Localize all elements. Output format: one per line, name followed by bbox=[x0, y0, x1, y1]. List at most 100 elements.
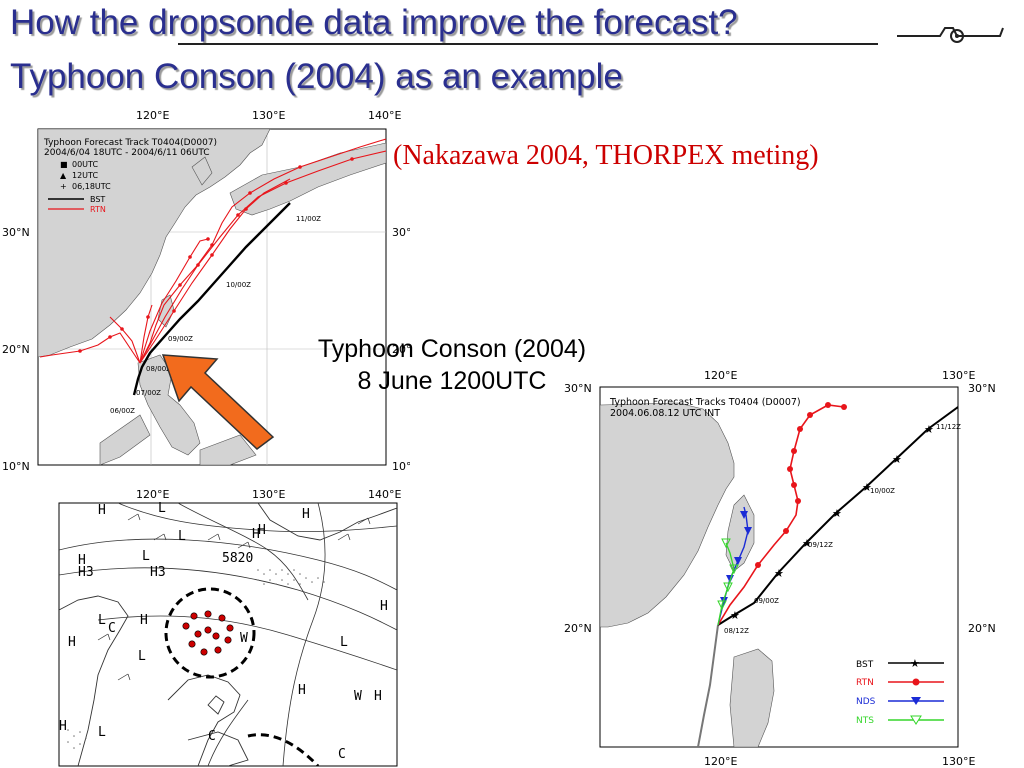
pressure-label: C bbox=[108, 621, 116, 636]
citation-text: (Nakazawa 2004, THORPEX meting) bbox=[393, 140, 819, 171]
y-tick-right: 30°N bbox=[968, 382, 996, 395]
x-tick-bottom: 120°E bbox=[136, 488, 169, 500]
svg-text:★: ★ bbox=[832, 507, 842, 520]
dropsonde-weather-map: H L H L H L H H C H L L H L C W H C L H … bbox=[58, 501, 398, 767]
isobars bbox=[59, 503, 397, 766]
pressure-label: C bbox=[208, 729, 216, 744]
track-label: 11/00Z bbox=[296, 215, 321, 223]
track-label: 10/00Z bbox=[870, 487, 895, 495]
track-label: 08/12Z bbox=[724, 627, 749, 635]
track-label: 11/12Z bbox=[936, 423, 961, 431]
track-label: 10/00Z bbox=[226, 281, 251, 289]
pressure-label: H bbox=[68, 635, 76, 650]
pressure-label: H bbox=[380, 599, 388, 614]
y-tick-left: 30°N bbox=[564, 382, 592, 395]
dropsonde-points bbox=[182, 610, 234, 656]
x-tick-top: 130°E bbox=[252, 109, 285, 122]
pressure-label: H bbox=[252, 527, 260, 542]
caption-line2: 8 June 1200UTC bbox=[357, 367, 547, 395]
pressure-label: H bbox=[302, 507, 310, 522]
land-masses bbox=[600, 402, 775, 747]
map-title-line2: 2004.06.08.12 UTC INT bbox=[610, 408, 720, 419]
svg-text:▲: ▲ bbox=[60, 171, 67, 180]
pressure-label: W bbox=[240, 631, 248, 646]
pressure-label: H3 bbox=[78, 565, 94, 580]
legend-label: RTN bbox=[90, 205, 106, 214]
legend-label: BST bbox=[90, 195, 105, 204]
y-tick-right: 10°N bbox=[392, 460, 410, 473]
x-tick-bottom: 130°E bbox=[252, 488, 285, 500]
pressure-label: L bbox=[158, 501, 166, 516]
legend-label: NTS bbox=[856, 716, 874, 726]
pressure-label: L bbox=[138, 649, 146, 664]
track-label: 09/00Z bbox=[168, 335, 193, 343]
pressure-label: C bbox=[338, 747, 346, 762]
track-label: 09/00Z bbox=[754, 597, 779, 605]
forecast-track-map-rtn: 11/00Z 10/00Z 09/00Z 08/00Z 07/00Z 06/00… bbox=[2, 109, 410, 500]
pressure-label: L bbox=[340, 635, 348, 650]
typhoon-caption: Typhoon Conson (2004) 8 June 1200UTC bbox=[262, 333, 642, 397]
svg-text:★: ★ bbox=[730, 609, 740, 622]
svg-text:★: ★ bbox=[892, 453, 902, 466]
pressure-label: L bbox=[98, 725, 106, 740]
y-tick-left: 30°N bbox=[2, 226, 30, 239]
svg-text:+: + bbox=[60, 182, 67, 191]
y-tick-right: 20°N bbox=[968, 622, 996, 635]
pressure-label: L bbox=[178, 529, 186, 544]
svg-text:■: ■ bbox=[60, 160, 68, 169]
x-tick-top: 130°E bbox=[942, 369, 975, 382]
slide-title-line1: How the dropsonde data improve the forec… bbox=[10, 3, 738, 42]
legend-label: NDS bbox=[856, 697, 876, 707]
svg-text:★: ★ bbox=[910, 657, 920, 670]
pressure-label: L bbox=[142, 549, 150, 564]
legend-label: RTN bbox=[856, 678, 874, 688]
y-tick-right: 20°N bbox=[392, 343, 410, 356]
legend-label: 00UTC bbox=[72, 160, 98, 169]
wind-barbs bbox=[97, 513, 371, 681]
pressure-label: L bbox=[98, 613, 106, 628]
map-title-line2: 2004/6/04 18UTC - 2004/6/11 06UTC bbox=[44, 148, 210, 158]
svg-text:★: ★ bbox=[774, 567, 784, 580]
pressure-label: H bbox=[298, 683, 306, 698]
institution-logo-icon bbox=[897, 27, 1004, 43]
x-tick-bottom: 120°E bbox=[704, 755, 737, 768]
map-title-line1: Typhoon Forecast Tracks T0404 (D0007) bbox=[609, 397, 801, 408]
y-tick-left: 20°N bbox=[564, 622, 592, 635]
pressure-label: H bbox=[98, 503, 106, 518]
title-underline bbox=[178, 43, 878, 45]
svg-text:★: ★ bbox=[862, 481, 872, 494]
map-title-line1: Typhoon Forecast Track T0404(D0007) bbox=[43, 138, 217, 148]
track-label: 09/12Z bbox=[808, 541, 833, 549]
x-tick-top: 120°E bbox=[704, 369, 737, 382]
y-tick-right: 30°N bbox=[392, 226, 410, 239]
caption-line1: Typhoon Conson (2004) bbox=[317, 335, 587, 363]
map-legend: BST ★ RTN NDS NTS bbox=[856, 657, 944, 726]
slide-title-line2: Typhoon Conson (2004) as an example bbox=[10, 57, 623, 96]
pressure-label: H bbox=[140, 613, 148, 628]
pointer-arrow-icon bbox=[161, 354, 275, 450]
track-label: 07/00Z bbox=[136, 389, 161, 397]
svg-text:★: ★ bbox=[924, 423, 934, 436]
pressure-label: H bbox=[78, 553, 86, 568]
map-legend: ■ 00UTC ▲ 12UTC + 06,18UTC BST RTN bbox=[48, 160, 111, 214]
legend-label: 12UTC bbox=[72, 171, 98, 180]
pressure-label: H bbox=[258, 523, 266, 538]
x-tick-top: 140°E bbox=[368, 109, 401, 122]
bst-markers: ★ ★ ★ ★ ★ ★ ★ bbox=[730, 423, 934, 622]
legend-label: BST bbox=[856, 660, 874, 670]
coastlines bbox=[59, 503, 397, 766]
x-tick-top: 120°E bbox=[136, 109, 169, 122]
pressure-label: H bbox=[374, 689, 382, 704]
track-label: 06/00Z bbox=[110, 407, 135, 415]
dropsonde-region-circle bbox=[164, 587, 256, 679]
x-tick-bottom: 140°E bbox=[368, 488, 401, 500]
pressure-label: H bbox=[59, 719, 67, 734]
track-label: 08/00Z bbox=[146, 365, 171, 373]
y-tick-left: 10°N bbox=[2, 460, 30, 473]
x-tick-bottom: 130°E bbox=[942, 755, 975, 768]
y-tick-left: 20°N bbox=[2, 343, 30, 356]
bst-track bbox=[132, 202, 291, 396]
pressure-label: H3 bbox=[150, 565, 166, 580]
legend-label: 06,18UTC bbox=[72, 182, 111, 191]
stipple-pattern bbox=[67, 569, 325, 749]
